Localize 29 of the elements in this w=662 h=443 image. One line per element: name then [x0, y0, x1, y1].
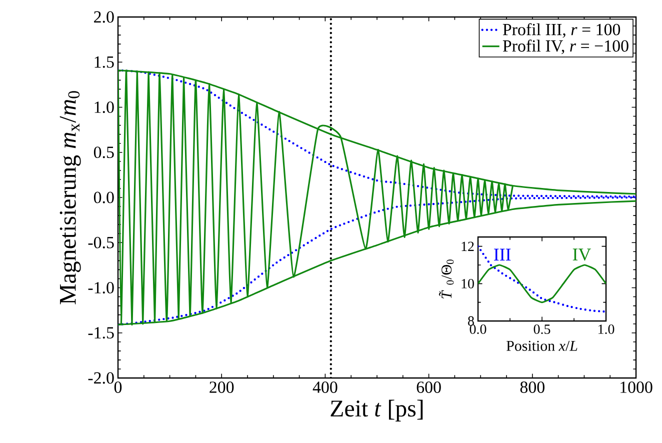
x-tick-label: 1.0 [598, 324, 614, 334]
x-tick-label: 600 [416, 382, 441, 393]
y-tick-label: 12 [462, 242, 474, 251]
y-tick-label: 0.5 [94, 146, 114, 158]
x-tick-label: 0 [114, 382, 122, 393]
legend-label: Profil IV, r = −100 [502, 40, 628, 54]
x-axis-title: Position x/L [506, 340, 578, 351]
y-tick-label: -1.0 [88, 282, 114, 294]
y-tick-label: 1.5 [94, 56, 114, 68]
y-tick-label: -2.0 [88, 372, 114, 384]
y-axis-title: Magnetisierung m$_{x}$/m$_{0}$ [60, 91, 81, 304]
y-tick-label: -1.5 [88, 327, 114, 339]
x-tick-label: 400 [312, 382, 338, 393]
x-tick-label: 200 [210, 382, 234, 393]
x-axis-title: Zeit t [ps] [330, 400, 423, 422]
y-axis-title: T̃$_{0}$/Θ$_{0}$ [438, 260, 454, 298]
series-label: III [494, 248, 511, 261]
y-tick-label: 8 [468, 316, 474, 326]
y-tick-label: 0.0 [94, 192, 114, 204]
legend-label: Profil III, r = 100 [502, 23, 620, 38]
y-tick-label: 1.0 [94, 101, 114, 113]
y-tick-label: -0.5 [88, 236, 114, 248]
series-label: IV [572, 248, 591, 261]
x-tick-label: 800 [520, 382, 544, 393]
y-tick-label: 2.0 [94, 11, 114, 23]
x-tick-label: 1000 [620, 382, 652, 393]
y-tick-label: 10 [462, 278, 474, 288]
x-tick-label: 0.0 [470, 324, 486, 334]
x-tick-label: 0.5 [534, 324, 550, 334]
